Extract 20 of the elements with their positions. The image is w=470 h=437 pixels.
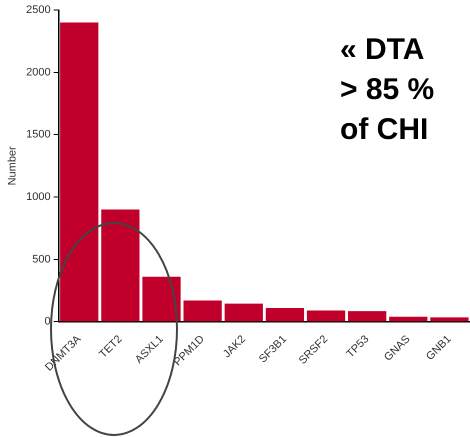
bar <box>142 276 181 322</box>
bar <box>224 304 263 322</box>
y-tick-label: 1000 <box>26 191 51 204</box>
annotation: > 85 % <box>340 72 434 108</box>
bar <box>101 209 140 322</box>
y-tick-label: 2000 <box>26 66 51 78</box>
bar <box>184 300 222 322</box>
y-tick-label: 0 <box>44 316 51 328</box>
annotation: of CHI <box>340 112 430 148</box>
y-tick-label: 2500 <box>26 4 51 16</box>
y-axis-title: Number <box>6 146 19 186</box>
bar <box>389 316 428 322</box>
bar <box>306 310 346 322</box>
bar <box>348 311 386 322</box>
y-tick-label: 1500 <box>26 128 51 141</box>
bar <box>430 317 469 322</box>
y-tick-label: 500 <box>32 253 51 266</box>
annotation: « DTA <box>340 32 426 68</box>
bar <box>266 308 304 322</box>
bar <box>60 22 98 322</box>
